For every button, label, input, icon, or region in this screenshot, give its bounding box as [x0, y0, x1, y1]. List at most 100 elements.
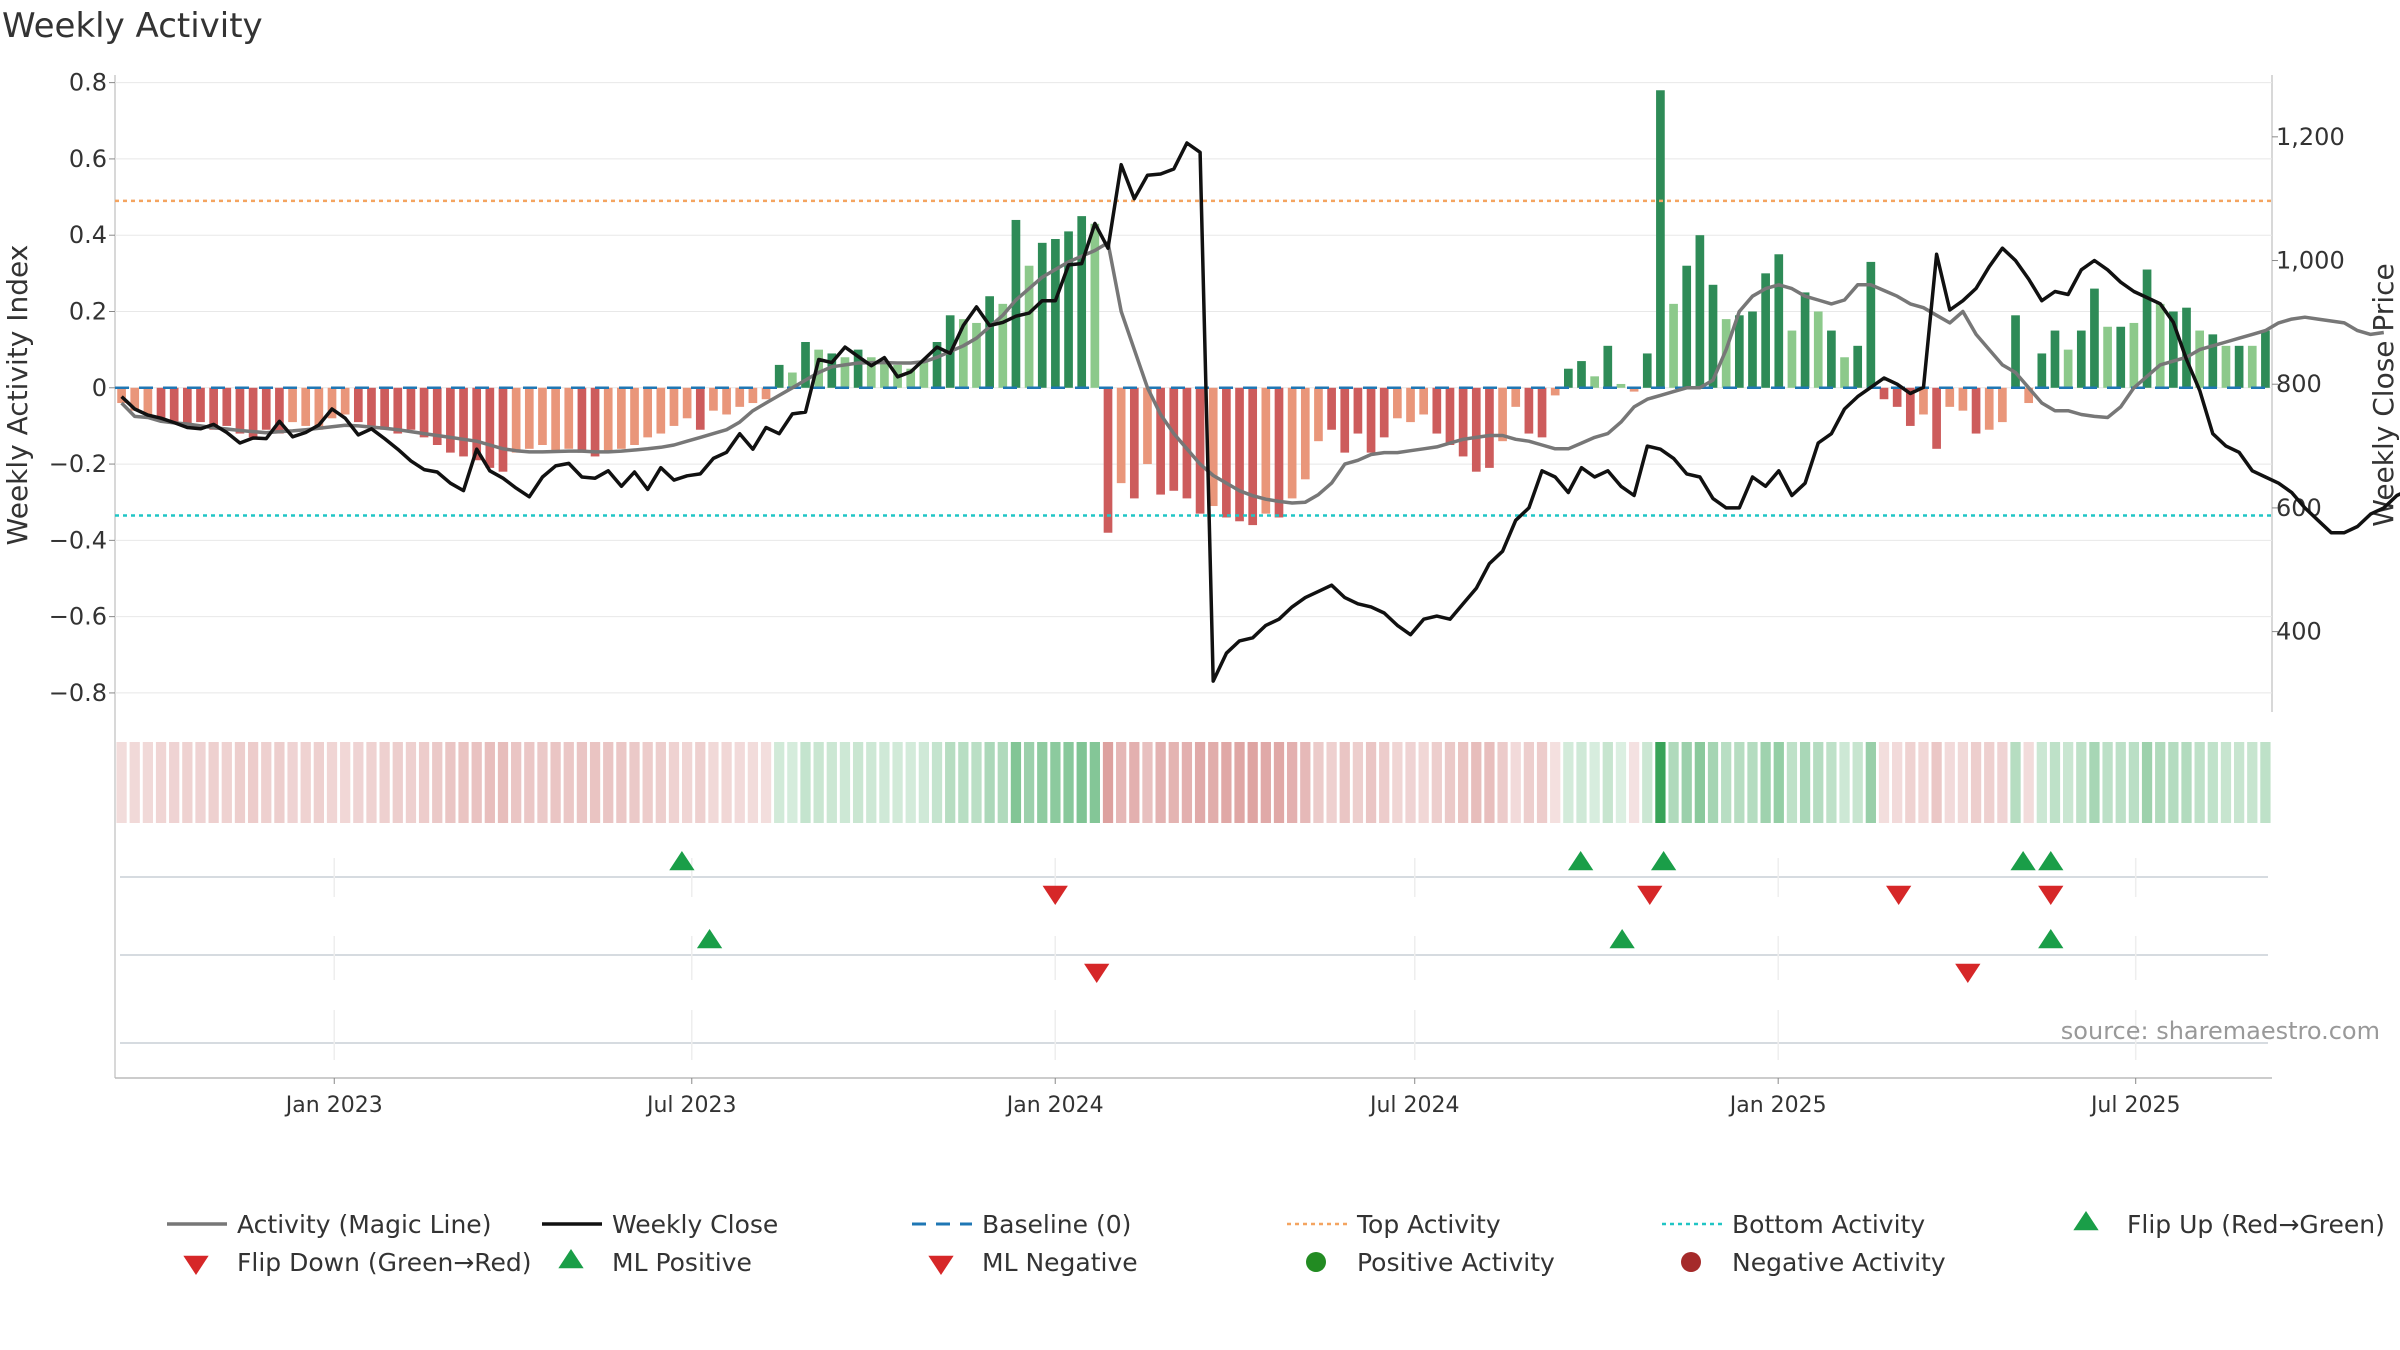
activity-bar: [1300, 387, 1310, 480]
heat-strip-cell: [576, 742, 588, 823]
heat-strip-cell: [379, 742, 390, 823]
flip-up-marker: [669, 851, 695, 871]
activity-bar: [1051, 239, 1060, 388]
legend-label: Flip Down (Green→Red): [237, 1248, 532, 1277]
activity-bar: [1406, 387, 1415, 423]
heat-strip-cell: [537, 742, 548, 823]
heat-strip-cell: [629, 742, 640, 823]
activity-bar: [985, 296, 994, 388]
activity-bar: [1090, 223, 1100, 388]
heat-strip-cell: [340, 742, 351, 823]
heat-strip-cell: [1129, 742, 1140, 823]
activity-bar: [1879, 387, 1889, 400]
activity-bar: [1248, 387, 1258, 526]
activity-bar: [880, 361, 889, 388]
heat-strip-cell: [1786, 742, 1798, 823]
heat-strip-cell: [1116, 742, 1127, 823]
activity-bar: [2261, 330, 2270, 388]
heat-strip-cell: [1747, 742, 1758, 823]
heat-strip-cell: [300, 742, 311, 823]
activity-bar: [1748, 311, 1757, 388]
heat-strip-cell: [142, 742, 154, 823]
activity-bar: [2011, 315, 2020, 388]
heat-strip-cell: [1365, 742, 1377, 823]
activity-bar: [906, 368, 916, 388]
heat-strip-cell: [1615, 742, 1627, 823]
y-right-tick-label: 800: [2276, 370, 2322, 398]
activity-bar: [1195, 387, 1205, 514]
heat-strip-cell: [1155, 742, 1166, 823]
activity-bar: [2024, 387, 2034, 404]
activity-bar: [617, 387, 626, 449]
activity-bar: [2103, 326, 2112, 388]
y-tick-label: −0.4: [49, 526, 107, 554]
heat-strip-cell: [2102, 742, 2113, 823]
chart-title: Weekly Activity: [2, 6, 263, 46]
activity-bar: [406, 387, 416, 430]
heat-strip-cell: [169, 742, 180, 823]
activity-bar: [1537, 387, 1547, 438]
heat-strip-cell: [668, 742, 680, 823]
heat-strip-cell: [1589, 742, 1600, 823]
legend-label: Bottom Activity: [1732, 1210, 1925, 1239]
flip-down-marker: [1637, 885, 1663, 905]
heat-strip-cell: [1721, 742, 1732, 823]
heat-strip-cell: [642, 742, 653, 823]
heat-strip-cell: [129, 742, 140, 823]
activity-bar: [1669, 303, 1678, 388]
heat-strip-cell: [405, 742, 417, 823]
activity-bar: [788, 372, 797, 388]
heat-strip-cell: [1484, 742, 1495, 823]
activity-bar: [1458, 387, 1468, 457]
heat-strip-cell: [1970, 742, 1982, 823]
heat-strip-cell: [484, 742, 495, 823]
heat-strip-cell: [721, 742, 732, 823]
activity-bar: [1761, 273, 1770, 388]
legend-swatch: [928, 1255, 954, 1275]
activity-bar: [2247, 345, 2257, 388]
legend-swatch: [558, 1249, 584, 1269]
activity-bar: [1866, 261, 1876, 388]
heat-strip-cell: [918, 742, 930, 823]
activity-bar: [117, 387, 126, 404]
activity-bar: [1143, 387, 1152, 465]
heat-strip-cell: [524, 742, 535, 823]
activity-bar: [314, 387, 324, 430]
heat-strip-cell: [1734, 742, 1745, 823]
heat-strip-cell: [2181, 742, 2192, 823]
activity-bar: [1642, 353, 1652, 388]
activity-bar: [1840, 357, 1849, 388]
legend-label: Positive Activity: [1357, 1248, 1555, 1277]
activity-bar: [827, 353, 837, 388]
activity-bar: [261, 387, 271, 430]
activity-bar: [866, 357, 876, 388]
activity-bar: [1958, 387, 1968, 411]
heat-strip-cell: [1063, 742, 1074, 823]
heat-strip-cell: [432, 742, 443, 823]
heat-strip-cell: [945, 742, 956, 823]
heat-strip-cell: [1918, 742, 1929, 823]
heat-strip-cell: [234, 742, 246, 823]
y-right-tick-label: 1,000: [2276, 247, 2345, 275]
x-tick-label: Jul 2024: [1368, 1093, 1460, 1118]
activity-bar: [2221, 345, 2231, 388]
legend-label: Weekly Close: [612, 1210, 778, 1239]
heat-strip-cell: [589, 742, 601, 823]
ml-positive-marker: [1609, 929, 1635, 949]
activity-bar: [682, 387, 692, 419]
activity-bar: [498, 387, 508, 472]
activity-bar: [1116, 387, 1126, 484]
x-tick-label: Jan 2023: [284, 1093, 383, 1118]
activity-bar: [801, 342, 810, 388]
heat-strip-cell: [1181, 742, 1193, 823]
flip-up-marker: [2038, 851, 2064, 871]
heat-strip-cell: [366, 742, 377, 823]
heat-strip-cell: [2141, 742, 2153, 823]
activity-bar: [2182, 307, 2191, 388]
activity-bar: [248, 387, 258, 438]
activity-bar: [288, 387, 297, 423]
activity-bar: [1590, 376, 1599, 388]
weekly-close-series: [120, 141, 2400, 683]
heat-strip-cell: [1576, 742, 1587, 823]
